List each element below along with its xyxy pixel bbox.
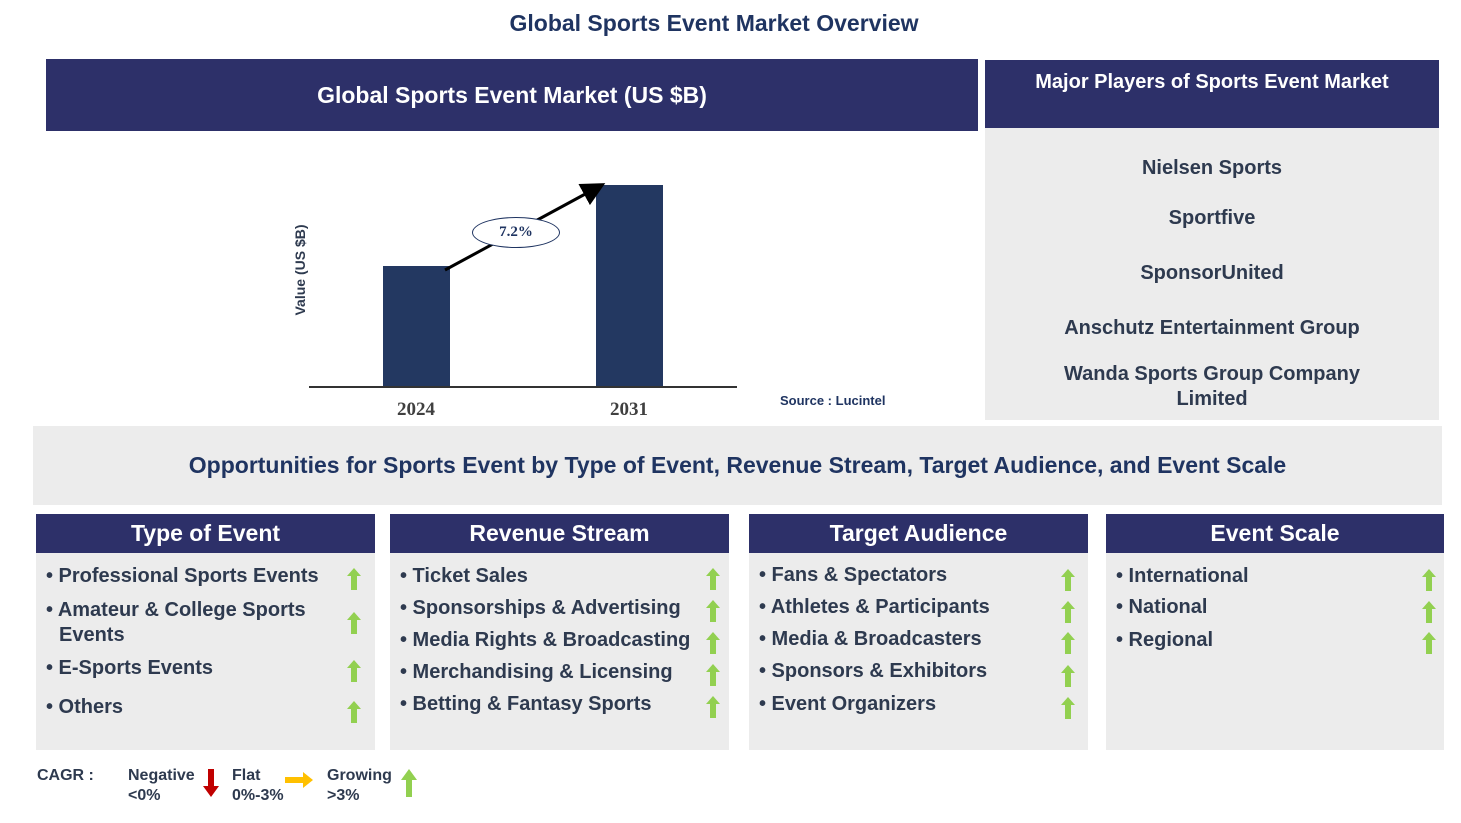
legend-flat-range: 0%-3% bbox=[232, 787, 284, 804]
growing-arrow-icon bbox=[706, 696, 720, 718]
flat-arrow-icon bbox=[285, 772, 313, 788]
legend-label: CAGR : bbox=[37, 767, 94, 784]
legend-growing-name: Growing bbox=[327, 767, 392, 784]
player-item: SponsorUnited bbox=[1140, 262, 1284, 284]
players-list: Nielsen Sports Sportfive SponsorUnited A… bbox=[985, 128, 1439, 420]
list-item: • Media & Broadcasters bbox=[759, 628, 982, 650]
list-item: • Sponsorships & Advertising bbox=[400, 597, 681, 619]
player-item: Sportfive bbox=[1168, 207, 1256, 229]
panel-title: Event Scale bbox=[1106, 514, 1444, 553]
growing-arrow-icon bbox=[1061, 665, 1075, 687]
legend-negative-name: Negative bbox=[128, 767, 195, 784]
growing-arrow-icon bbox=[706, 632, 720, 654]
panel-type-of-event: Type of Event • Professional Sports Even… bbox=[36, 514, 375, 750]
opportunities-banner: Opportunities for Sports Event by Type o… bbox=[33, 426, 1442, 505]
growing-arrow-icon bbox=[1422, 632, 1436, 654]
growing-arrow-icon bbox=[706, 568, 720, 590]
growing-arrow-icon bbox=[347, 612, 361, 634]
growing-arrow-icon bbox=[1061, 697, 1075, 719]
list-item: • Ticket Sales bbox=[400, 565, 528, 587]
list-item: • Others bbox=[46, 696, 124, 718]
bar-2024 bbox=[383, 266, 450, 387]
source-note: Source : Lucintel bbox=[780, 393, 886, 408]
player-item: Anschutz Entertainment Group bbox=[1064, 317, 1360, 339]
panel-title: Target Audience bbox=[749, 514, 1088, 553]
player-item: Nielsen Sports bbox=[1141, 157, 1283, 179]
growing-arrow-icon bbox=[1422, 601, 1436, 623]
growing-arrow-icon bbox=[347, 701, 361, 723]
list-item: • E-Sports Events bbox=[46, 657, 214, 679]
legend-flat: Flat 0%-3% bbox=[232, 766, 284, 806]
page-title: Global Sports Event Market Overview bbox=[509, 10, 919, 36]
growing-arrow-icon bbox=[347, 568, 361, 590]
growing-arrow-icon bbox=[1061, 569, 1075, 591]
panel-event-scale: Event Scale • International • National •… bbox=[1106, 514, 1444, 750]
player-item: Wanda Sports Group Company Limited bbox=[1064, 363, 1360, 410]
growing-arrow-icon bbox=[706, 664, 720, 686]
list-item: • Fans & Spectators bbox=[759, 564, 948, 586]
list-item: • National bbox=[1116, 596, 1208, 618]
y-axis-label: Value (US $B) bbox=[292, 224, 308, 316]
x-axis-line bbox=[309, 386, 737, 388]
panel-title: Revenue Stream bbox=[390, 514, 729, 553]
panel-revenue-stream: Revenue Stream • Ticket Sales • Sponsors… bbox=[390, 514, 729, 750]
players-header: Major Players of Sports Event Market bbox=[985, 60, 1439, 128]
list-item: • Athletes & Participants bbox=[759, 596, 990, 618]
legend-growing: Growing >3% bbox=[327, 766, 392, 806]
bar-2031 bbox=[596, 185, 663, 387]
legend-growing-range: >3% bbox=[327, 787, 360, 804]
legend-flat-name: Flat bbox=[232, 767, 261, 784]
chart-header: Global Sports Event Market (US $B) bbox=[46, 59, 978, 131]
growing-arrow-icon bbox=[1061, 601, 1075, 623]
list-item: • Amateur & College Sports Events bbox=[46, 599, 306, 646]
negative-arrow-icon bbox=[203, 769, 219, 797]
legend-negative-range: <0% bbox=[128, 787, 161, 804]
list-item: • Merchandising & Licensing bbox=[400, 661, 673, 683]
x-tick-2031: 2031 bbox=[610, 399, 648, 420]
legend-negative: Negative <0% bbox=[128, 766, 195, 806]
panel-title: Type of Event bbox=[36, 514, 375, 553]
x-tick-2024: 2024 bbox=[397, 399, 435, 420]
list-item: • Professional Sports Events bbox=[46, 565, 319, 587]
growing-arrow-icon bbox=[347, 660, 361, 682]
list-item: • Betting & Fantasy Sports bbox=[400, 693, 652, 715]
growing-arrow-icon bbox=[401, 769, 417, 797]
list-item: • International bbox=[1116, 565, 1249, 587]
growing-arrow-icon bbox=[1422, 569, 1436, 591]
list-item: • Sponsors & Exhibitors bbox=[759, 660, 988, 682]
growing-arrow-icon bbox=[706, 600, 720, 622]
cagr-badge: 7.2% bbox=[472, 217, 560, 248]
list-item: • Event Organizers bbox=[759, 693, 937, 715]
panel-target-audience: Target Audience • Fans & Spectators • At… bbox=[749, 514, 1088, 750]
list-item: • Regional bbox=[1116, 629, 1214, 651]
growing-arrow-icon bbox=[1061, 632, 1075, 654]
list-item: • Media Rights & Broadcasting bbox=[400, 629, 691, 651]
